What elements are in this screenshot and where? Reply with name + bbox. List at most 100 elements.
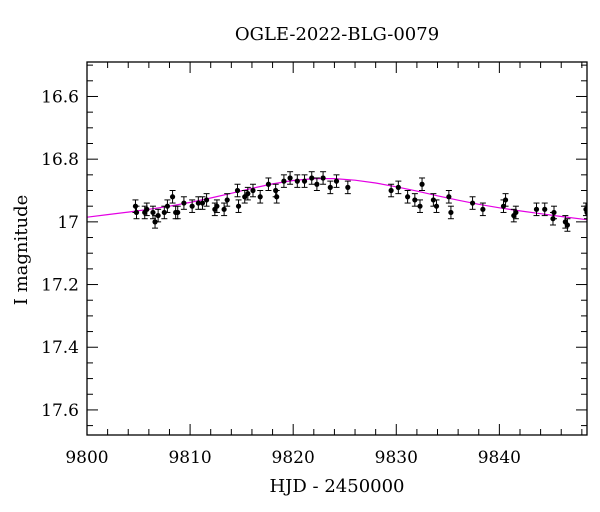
data-point-marker: [214, 203, 220, 209]
data-point: [416, 199, 423, 213]
data-point-marker: [245, 191, 251, 197]
data-point-marker: [257, 194, 263, 200]
data-point-marker: [405, 194, 411, 200]
data-point: [388, 183, 395, 198]
data-point: [265, 177, 272, 192]
data-point-marker: [294, 178, 300, 184]
data-point-marker: [250, 187, 256, 194]
data-point: [221, 202, 228, 217]
data-point: [287, 171, 294, 185]
data-point: [344, 180, 351, 195]
data-point-marker: [320, 175, 326, 181]
data-point: [512, 205, 519, 220]
data-point-marker: [412, 197, 418, 203]
data-point-marker: [203, 197, 210, 203]
data-point: [395, 180, 402, 195]
data-point-marker: [417, 203, 423, 209]
data-point: [502, 193, 509, 207]
data-point: [149, 205, 156, 220]
data-point: [141, 205, 148, 220]
data-point: [469, 196, 476, 210]
data-point-marker: [175, 209, 181, 216]
data-point-marker: [419, 181, 425, 187]
data-point: [564, 218, 571, 232]
y-tick-label: 17.6: [41, 401, 79, 421]
data-point: [169, 190, 176, 204]
data-point: [244, 186, 251, 201]
data-point-marker: [155, 212, 161, 219]
data-point: [174, 205, 181, 220]
data-point-marker: [388, 187, 394, 194]
data-point: [133, 205, 140, 220]
data-point: [404, 190, 411, 204]
data-point: [411, 193, 418, 207]
x-tick-label: 9840: [478, 448, 521, 468]
chart-title: OGLE-2022-BLG-0079: [235, 24, 439, 45]
data-point-marker: [551, 209, 557, 216]
data-point-marker: [314, 181, 320, 187]
data-point-marker: [161, 209, 167, 216]
data-point-marker: [469, 200, 476, 206]
data-point: [541, 202, 548, 217]
data-point-marker: [430, 197, 436, 203]
data-point-marker: [433, 203, 440, 209]
data-point-marker: [513, 209, 519, 216]
data-point: [164, 199, 171, 213]
data-point-marker: [265, 181, 272, 187]
data-point-marker: [274, 194, 280, 200]
y-tick-label: 17.4: [41, 338, 79, 358]
x-tick-label: 9820: [272, 448, 315, 468]
data-point-marker: [309, 175, 315, 181]
y-tick-label: 16.6: [41, 87, 79, 107]
data-point-marker: [446, 194, 452, 200]
data-point: [224, 193, 231, 207]
x-axis-label: HJD - 2450000: [269, 476, 404, 497]
data-point: [430, 193, 437, 207]
data-point: [445, 190, 452, 204]
data-point: [419, 177, 426, 192]
axis-ticks: [86, 62, 587, 435]
data-point-marker: [234, 187, 241, 194]
data-point-marker: [150, 209, 156, 216]
data-point-marker: [480, 206, 486, 212]
data-point: [551, 205, 558, 220]
data-point-marker: [144, 206, 150, 212]
data-point: [161, 205, 168, 220]
x-tick-label: 9810: [168, 448, 211, 468]
data-point-marker: [152, 219, 158, 225]
data-point-marker: [542, 206, 548, 212]
data-point: [280, 174, 287, 188]
data-point: [155, 208, 162, 223]
data-point: [257, 190, 264, 204]
data-point-marker: [345, 184, 351, 190]
data-point-marker: [281, 178, 287, 184]
data-point-marker: [502, 197, 509, 203]
data-point: [313, 177, 320, 192]
data-point-marker: [181, 200, 187, 206]
data-point: [447, 205, 454, 220]
data-point: [199, 196, 206, 210]
data-point: [479, 202, 486, 217]
data-point: [273, 190, 280, 204]
data-point-marker: [164, 203, 171, 209]
data-point: [294, 174, 301, 188]
y-tick-label: 16.8: [41, 150, 79, 170]
data-point: [143, 202, 150, 217]
data-point: [301, 174, 308, 188]
data-point: [533, 202, 540, 217]
plot-frame: [86, 61, 588, 436]
data-point-marker: [199, 200, 206, 206]
data-point-marker: [133, 209, 140, 216]
data-point: [320, 171, 327, 185]
data-point-marker: [395, 184, 401, 190]
data-point-marker: [224, 197, 230, 203]
data-point: [235, 199, 242, 213]
data-point-marker: [333, 178, 340, 184]
data-point-marker: [235, 203, 242, 209]
x-tick-label: 9830: [375, 448, 418, 468]
data-point: [234, 183, 241, 198]
data-point-marker: [287, 175, 293, 181]
data-point: [333, 174, 340, 188]
x-tick-label: 9800: [65, 448, 108, 468]
data-point: [433, 199, 440, 213]
